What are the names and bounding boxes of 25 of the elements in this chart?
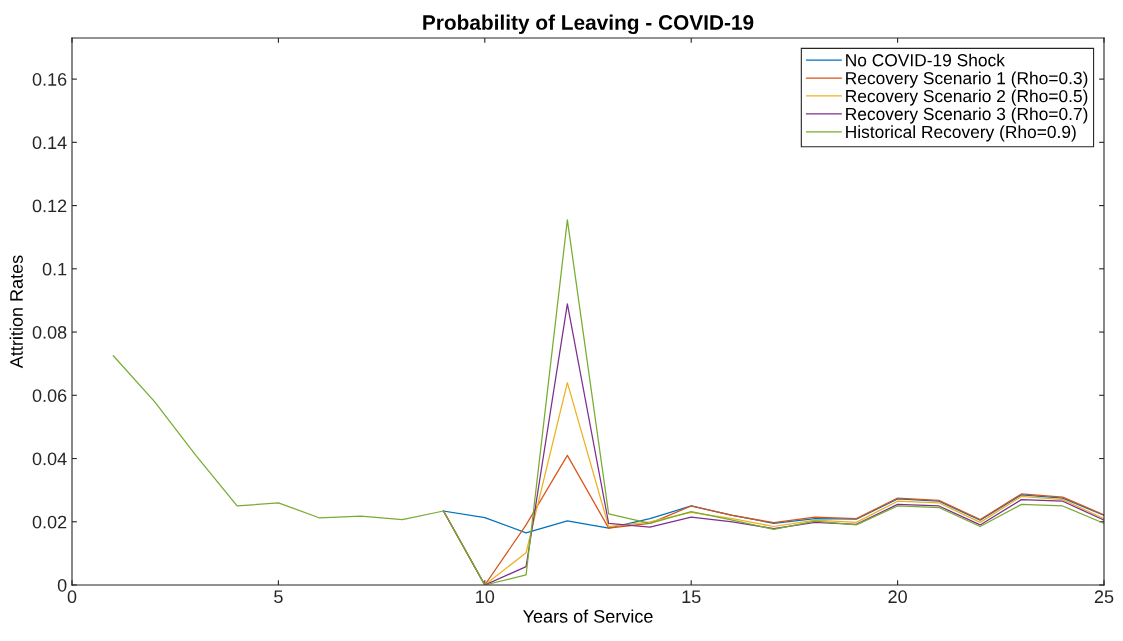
y-tick-label: 0.04 bbox=[32, 452, 67, 466]
x-tick-label: 5 bbox=[274, 590, 283, 604]
line-series bbox=[112, 219, 1104, 585]
line-series bbox=[442, 494, 1104, 534]
y-tick-label: 0.1 bbox=[42, 262, 67, 276]
y-tick-label: 0.14 bbox=[32, 136, 67, 150]
legend-label: Recovery Scenario 1 (Rho=0.3) bbox=[846, 71, 1088, 88]
x-tick-label: 10 bbox=[476, 590, 495, 604]
y-tick-label: 0.08 bbox=[32, 325, 67, 339]
chart-title: Probability of Leaving - COVID-19 bbox=[423, 14, 754, 35]
y-tick-label: 0.02 bbox=[32, 515, 67, 529]
y-tick-label: 0 bbox=[57, 578, 67, 592]
y-axis-title: Attrition Rates bbox=[9, 255, 23, 369]
y-tick-label: 0.16 bbox=[32, 73, 67, 86]
x-axis-title: Years of Service bbox=[522, 609, 653, 623]
x-tick-label: 20 bbox=[888, 590, 907, 604]
legend-label: Recovery Scenario 2 (Rho=0.5) bbox=[846, 89, 1088, 106]
x-tick-label: 15 bbox=[682, 590, 701, 604]
y-tick-label: 0.12 bbox=[32, 199, 67, 213]
legend-label: Historical Recovery (Rho=0.9) bbox=[846, 125, 1076, 142]
x-tick-label: 0 bbox=[67, 590, 77, 604]
legend-label: Recovery Scenario 3 (Rho=0.7) bbox=[846, 107, 1088, 124]
y-tick-label: 0.06 bbox=[32, 389, 67, 403]
x-tick-label: 25 bbox=[1094, 590, 1114, 604]
legend-label: No COVID-19 Shock bbox=[846, 53, 1005, 67]
